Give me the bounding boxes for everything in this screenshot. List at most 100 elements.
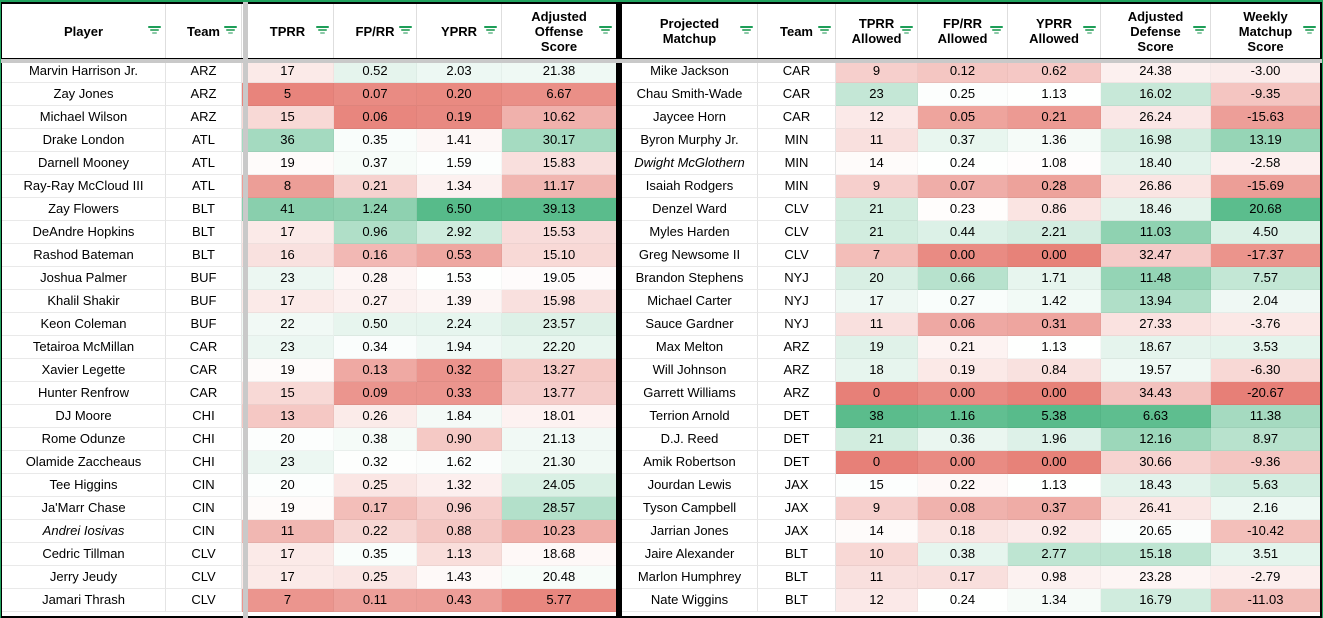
column-header-defense-2[interactable]: TPRR Allowed: [836, 4, 918, 58]
stat-cell[interactable]: -11.03: [1211, 589, 1320, 612]
player-cell[interactable]: Drake London: [2, 129, 166, 152]
stat-cell[interactable]: 0.11: [334, 589, 417, 612]
stat-cell[interactable]: 1.94: [417, 336, 502, 359]
stat-cell[interactable]: 0.52: [334, 60, 417, 83]
stat-cell[interactable]: 0.21: [918, 336, 1008, 359]
stat-cell[interactable]: 2.16: [1211, 497, 1320, 520]
stat-cell[interactable]: 21.38: [502, 60, 616, 83]
stat-cell[interactable]: -3.76: [1211, 313, 1320, 336]
stat-cell[interactable]: 1.62: [417, 451, 502, 474]
stat-cell[interactable]: 15: [242, 106, 334, 129]
player-cell[interactable]: Hunter Renfrow: [2, 382, 166, 405]
filter-icon[interactable]: [223, 26, 237, 37]
stat-cell[interactable]: 9: [836, 60, 918, 83]
stat-cell[interactable]: 0.19: [918, 359, 1008, 382]
stat-cell[interactable]: 0.24: [918, 152, 1008, 175]
stat-cell[interactable]: 17: [242, 60, 334, 83]
stat-cell[interactable]: 0.38: [918, 543, 1008, 566]
stat-cell[interactable]: 5.63: [1211, 474, 1320, 497]
stat-cell[interactable]: -2.79: [1211, 566, 1320, 589]
stat-cell[interactable]: 0.23: [918, 198, 1008, 221]
column-header-offense-5[interactable]: Adjusted Offense Score: [502, 4, 616, 58]
stat-cell[interactable]: 7.57: [1211, 267, 1320, 290]
team-cell[interactable]: CAR: [166, 359, 242, 382]
team-cell[interactable]: CAR: [166, 336, 242, 359]
stat-cell[interactable]: 0.22: [334, 520, 417, 543]
stat-cell[interactable]: 0.86: [1008, 198, 1101, 221]
player-cell[interactable]: Michael Wilson: [2, 106, 166, 129]
stat-cell[interactable]: 23: [836, 83, 918, 106]
team-cell[interactable]: JAX: [758, 474, 836, 497]
stat-cell[interactable]: 0.17: [334, 497, 417, 520]
stat-cell[interactable]: 0.31: [1008, 313, 1101, 336]
stat-cell[interactable]: 0.96: [417, 497, 502, 520]
stat-cell[interactable]: 36: [242, 129, 334, 152]
player-cell[interactable]: Myles Harden: [622, 221, 758, 244]
filter-icon[interactable]: [483, 26, 497, 37]
stat-cell[interactable]: 23.57: [502, 313, 616, 336]
stat-cell[interactable]: 11.17: [502, 175, 616, 198]
team-cell[interactable]: ARZ: [758, 336, 836, 359]
frozen-column-divider[interactable]: [243, 0, 248, 618]
stat-cell[interactable]: 2.03: [417, 60, 502, 83]
filter-icon[interactable]: [1302, 26, 1316, 37]
stat-cell[interactable]: -15.69: [1211, 175, 1320, 198]
stat-cell[interactable]: 20.48: [502, 566, 616, 589]
stat-cell[interactable]: 28.57: [502, 497, 616, 520]
stat-cell[interactable]: 22: [242, 313, 334, 336]
team-cell[interactable]: CAR: [758, 60, 836, 83]
filter-icon[interactable]: [899, 26, 913, 37]
stat-cell[interactable]: 34.43: [1101, 382, 1211, 405]
stat-cell[interactable]: 16: [242, 244, 334, 267]
stat-cell[interactable]: 26.41: [1101, 497, 1211, 520]
stat-cell[interactable]: 21: [836, 198, 918, 221]
player-cell[interactable]: Brandon Stephens: [622, 267, 758, 290]
stat-cell[interactable]: 2.77: [1008, 543, 1101, 566]
column-header-offense-1[interactable]: Team: [166, 4, 242, 58]
column-header-offense-0[interactable]: Player: [2, 4, 166, 58]
player-cell[interactable]: Tyson Campbell: [622, 497, 758, 520]
player-cell[interactable]: Sauce Gardner: [622, 313, 758, 336]
stat-cell[interactable]: 0.06: [918, 313, 1008, 336]
stat-cell[interactable]: 20: [242, 428, 334, 451]
stat-cell[interactable]: 0.35: [334, 129, 417, 152]
stat-cell[interactable]: 5.38: [1008, 405, 1101, 428]
stat-cell[interactable]: 32.47: [1101, 244, 1211, 267]
stat-cell[interactable]: 0.35: [334, 543, 417, 566]
stat-cell[interactable]: 16.02: [1101, 83, 1211, 106]
stat-cell[interactable]: 0.22: [918, 474, 1008, 497]
stat-cell[interactable]: 16.79: [1101, 589, 1211, 612]
stat-cell[interactable]: 19: [242, 497, 334, 520]
stat-cell[interactable]: 2.21: [1008, 221, 1101, 244]
team-cell[interactable]: BLT: [166, 198, 242, 221]
stat-cell[interactable]: 18: [836, 359, 918, 382]
stat-cell[interactable]: 18.01: [502, 405, 616, 428]
stat-cell[interactable]: 30.66: [1101, 451, 1211, 474]
stat-cell[interactable]: 17: [242, 290, 334, 313]
team-cell[interactable]: MIN: [758, 129, 836, 152]
stat-cell[interactable]: 17: [242, 221, 334, 244]
player-cell[interactable]: Rashod Bateman: [2, 244, 166, 267]
stat-cell[interactable]: 23: [242, 336, 334, 359]
stat-cell[interactable]: 0.00: [1008, 451, 1101, 474]
stat-cell[interactable]: 1.13: [1008, 83, 1101, 106]
team-cell[interactable]: CIN: [166, 520, 242, 543]
player-cell[interactable]: Marvin Harrison Jr.: [2, 60, 166, 83]
stat-cell[interactable]: 12.16: [1101, 428, 1211, 451]
team-cell[interactable]: CIN: [166, 474, 242, 497]
player-cell[interactable]: Keon Coleman: [2, 313, 166, 336]
stat-cell[interactable]: 0.84: [1008, 359, 1101, 382]
stat-cell[interactable]: 22.20: [502, 336, 616, 359]
stat-cell[interactable]: -15.63: [1211, 106, 1320, 129]
stat-cell[interactable]: 0.21: [1008, 106, 1101, 129]
stat-cell[interactable]: 11.38: [1211, 405, 1320, 428]
stat-cell[interactable]: 0.09: [334, 382, 417, 405]
team-cell[interactable]: CLV: [758, 221, 836, 244]
stat-cell[interactable]: 1.32: [417, 474, 502, 497]
stat-cell[interactable]: 0.08: [918, 497, 1008, 520]
stat-cell[interactable]: 20: [836, 267, 918, 290]
player-cell[interactable]: Zay Flowers: [2, 198, 166, 221]
stat-cell[interactable]: 0.43: [417, 589, 502, 612]
player-cell[interactable]: Cedric Tillman: [2, 543, 166, 566]
stat-cell[interactable]: 0.06: [334, 106, 417, 129]
